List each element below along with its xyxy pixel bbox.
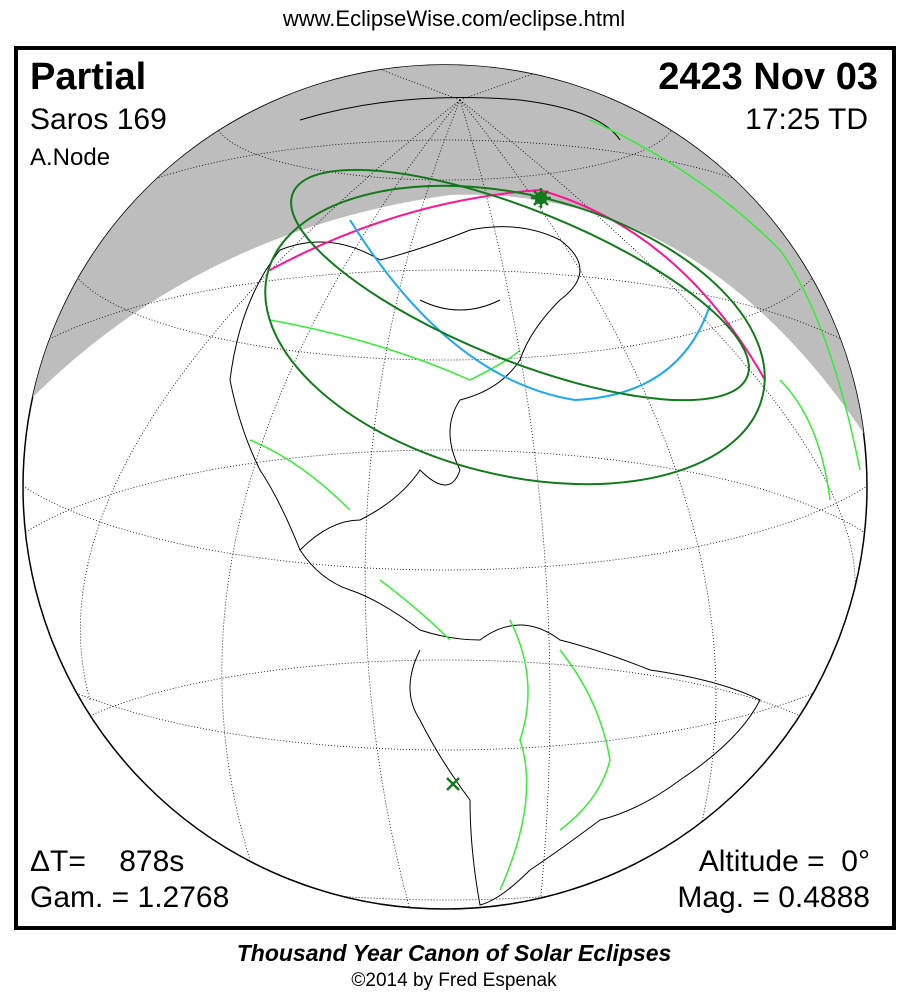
eclipse-type: Partial [30, 56, 147, 98]
inner-limit-curve [290, 168, 750, 402]
star-icon [531, 188, 551, 208]
copyright: ©2014 by Fred Espenak [351, 970, 557, 991]
canon-title: Thousand Year Canon of Solar Eclipses [236, 940, 672, 966]
gamma: Gam. = 1.2768 [30, 881, 230, 914]
source-url: www.EclipseWise.com/eclipse.html [282, 6, 626, 31]
saros-number: Saros 169 [30, 103, 167, 136]
delta-t: ΔT= 878s [30, 845, 185, 878]
eclipse-time: 17:25 TD [745, 103, 868, 136]
map-frame [14, 46, 896, 930]
country-borders [249, 119, 861, 891]
magnitude: Mag. = 0.4888 [677, 881, 870, 914]
node: A.Node [30, 144, 111, 171]
eclipse-midpoint-curve [349, 219, 711, 402]
night-shading [30, 65, 867, 440]
eclipse-date: 2423 Nov 03 [658, 56, 878, 98]
x-mark-icon [446, 777, 460, 791]
altitude: Altitude = 0° [698, 845, 870, 878]
coastlines [229, 97, 761, 906]
